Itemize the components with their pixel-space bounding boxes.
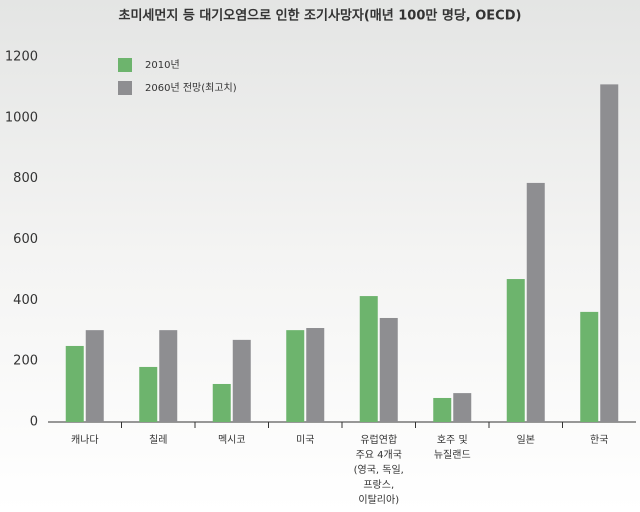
y-tick-label: 1000	[5, 110, 38, 125]
legend-label: 2010년	[145, 59, 180, 71]
bar	[600, 84, 619, 422]
x-tick-label: 캐나다	[71, 434, 99, 446]
x-tick-label: 미국	[296, 434, 314, 446]
y-tick-label: 200	[13, 354, 38, 369]
bar	[159, 330, 178, 422]
bar	[306, 328, 325, 422]
x-tick-label: 칠레	[149, 434, 167, 446]
bar	[580, 311, 599, 422]
bar	[526, 182, 545, 422]
x-tick-label: 이탈리아)	[358, 493, 399, 506]
bar	[359, 296, 378, 422]
legend-swatch	[118, 58, 132, 72]
chart-title: 초미세먼지 등 대기오염으로 인한 조기사망자(매년 100만 명당, OECD…	[119, 8, 522, 24]
x-tick-label: 한국	[590, 434, 608, 446]
bar	[453, 393, 472, 422]
x-tick-label: 유럽연합	[360, 434, 397, 446]
bar	[379, 317, 398, 422]
x-tick-label: 뉴질랜드	[434, 449, 471, 461]
x-tick-label: (영국, 독일,	[354, 464, 404, 476]
bar	[433, 397, 452, 422]
y-tick-label: 0	[30, 415, 38, 430]
bar	[286, 330, 305, 422]
bar	[65, 345, 84, 422]
bar	[506, 279, 525, 422]
legend-label: 2060년 전망(최고치)	[145, 82, 237, 94]
bar	[212, 383, 231, 422]
y-tick-label: 1200	[5, 50, 38, 65]
bar	[85, 330, 104, 422]
bar	[232, 339, 251, 422]
x-tick-label: 주요 4개국	[356, 449, 402, 461]
bar	[139, 366, 158, 422]
legend-swatch	[118, 81, 132, 95]
x-tick-label: 호주 및	[437, 434, 468, 446]
y-tick-label: 800	[13, 171, 38, 186]
x-tick-label: 멕시코	[218, 434, 246, 446]
y-tick-label: 600	[13, 232, 38, 247]
x-tick-label: 프랑스,	[363, 479, 394, 491]
y-tick-label: 400	[13, 293, 38, 308]
x-tick-label: 일본	[517, 434, 535, 446]
